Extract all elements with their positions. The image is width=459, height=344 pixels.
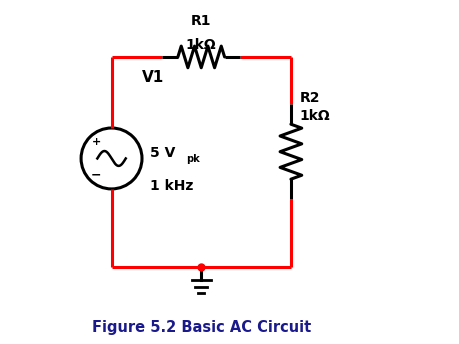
Text: 1kΩ: 1kΩ — [185, 38, 216, 52]
Text: R1: R1 — [190, 14, 211, 29]
Text: Figure 5.2 Basic AC Circuit: Figure 5.2 Basic AC Circuit — [91, 320, 310, 335]
Text: V1: V1 — [142, 70, 164, 85]
Text: 1 kHz: 1 kHz — [150, 179, 193, 193]
Text: 1kΩ: 1kΩ — [299, 109, 329, 123]
Text: R2: R2 — [299, 90, 319, 105]
Text: +: + — [91, 137, 101, 147]
Text: 5 V: 5 V — [150, 147, 175, 160]
Text: −: − — [91, 168, 101, 181]
Text: pk: pk — [185, 154, 199, 164]
